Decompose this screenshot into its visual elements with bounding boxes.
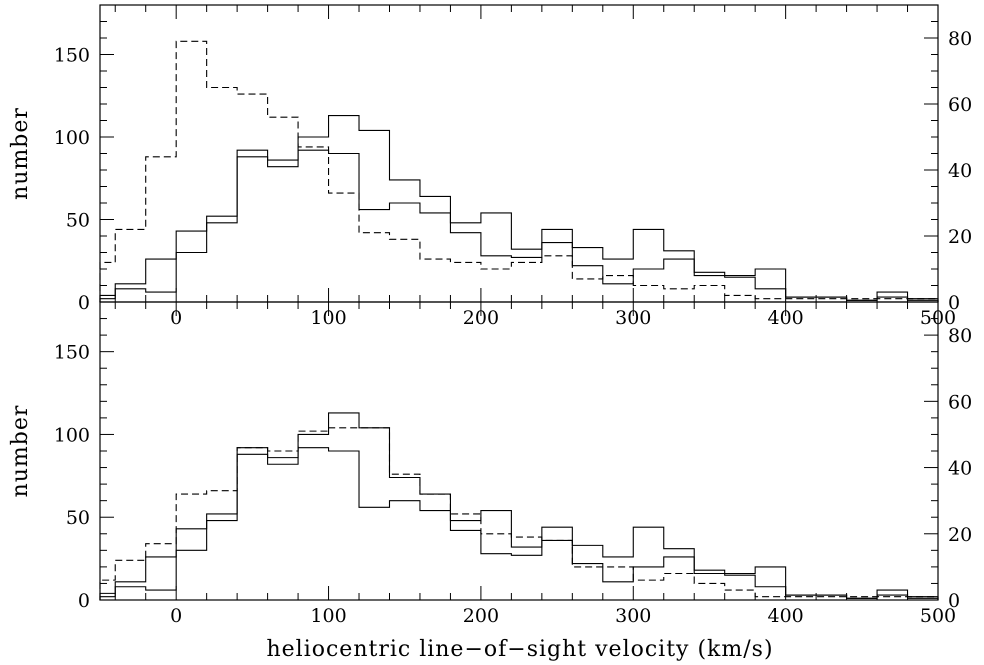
- x-tick-label: 300: [615, 307, 651, 329]
- y2-tick-label: 20: [948, 524, 972, 546]
- x-tick-label: 400: [768, 605, 804, 627]
- x-tick-label: 0: [170, 605, 182, 627]
- y-tick-label: 0: [78, 292, 90, 314]
- solid-histogram-2: [99, 447, 939, 600]
- dashed-histogram: [99, 427, 939, 600]
- y2-tick-label: 40: [948, 160, 972, 182]
- y2-tick-label: 40: [948, 458, 972, 480]
- solid-histogram-2: [99, 149, 939, 302]
- y2-tick-label: 60: [948, 391, 972, 413]
- y-tick-label: 0: [78, 590, 90, 612]
- y-tick-label: 150: [54, 342, 90, 364]
- y-tick-label: 50: [66, 210, 90, 232]
- y-axis-title: number: [8, 405, 33, 498]
- y-tick-label: 50: [66, 507, 90, 529]
- solid-histogram-1: [99, 412, 939, 600]
- y-tick-label: 100: [54, 424, 90, 446]
- y-axis-title: number: [8, 107, 33, 200]
- y-tick-label: 150: [54, 45, 90, 67]
- x-tick-label: 0: [170, 307, 182, 329]
- solid-histogram-1: [99, 115, 939, 302]
- y2-tick-label: 0: [948, 590, 960, 612]
- y2-tick-label: 80: [948, 325, 972, 347]
- x-tick-label: 100: [310, 605, 346, 627]
- y2-tick-label: 0: [948, 292, 960, 314]
- y2-tick-label: 60: [948, 94, 972, 116]
- x-tick-label: 200: [463, 605, 499, 627]
- x-tick-label: 300: [615, 605, 651, 627]
- y2-tick-label: 80: [948, 28, 972, 50]
- y2-tick-label: 20: [948, 226, 972, 248]
- y-tick-label: 100: [54, 127, 90, 149]
- x-tick-label: 100: [310, 307, 346, 329]
- x-tick-label: 400: [768, 307, 804, 329]
- x-tick-label: 200: [463, 307, 499, 329]
- x-axis-title: heliocentric line−of−sight velocity (km/…: [266, 637, 773, 662]
- dashed-histogram: [99, 40, 939, 302]
- x-tick-label: 500: [920, 605, 956, 627]
